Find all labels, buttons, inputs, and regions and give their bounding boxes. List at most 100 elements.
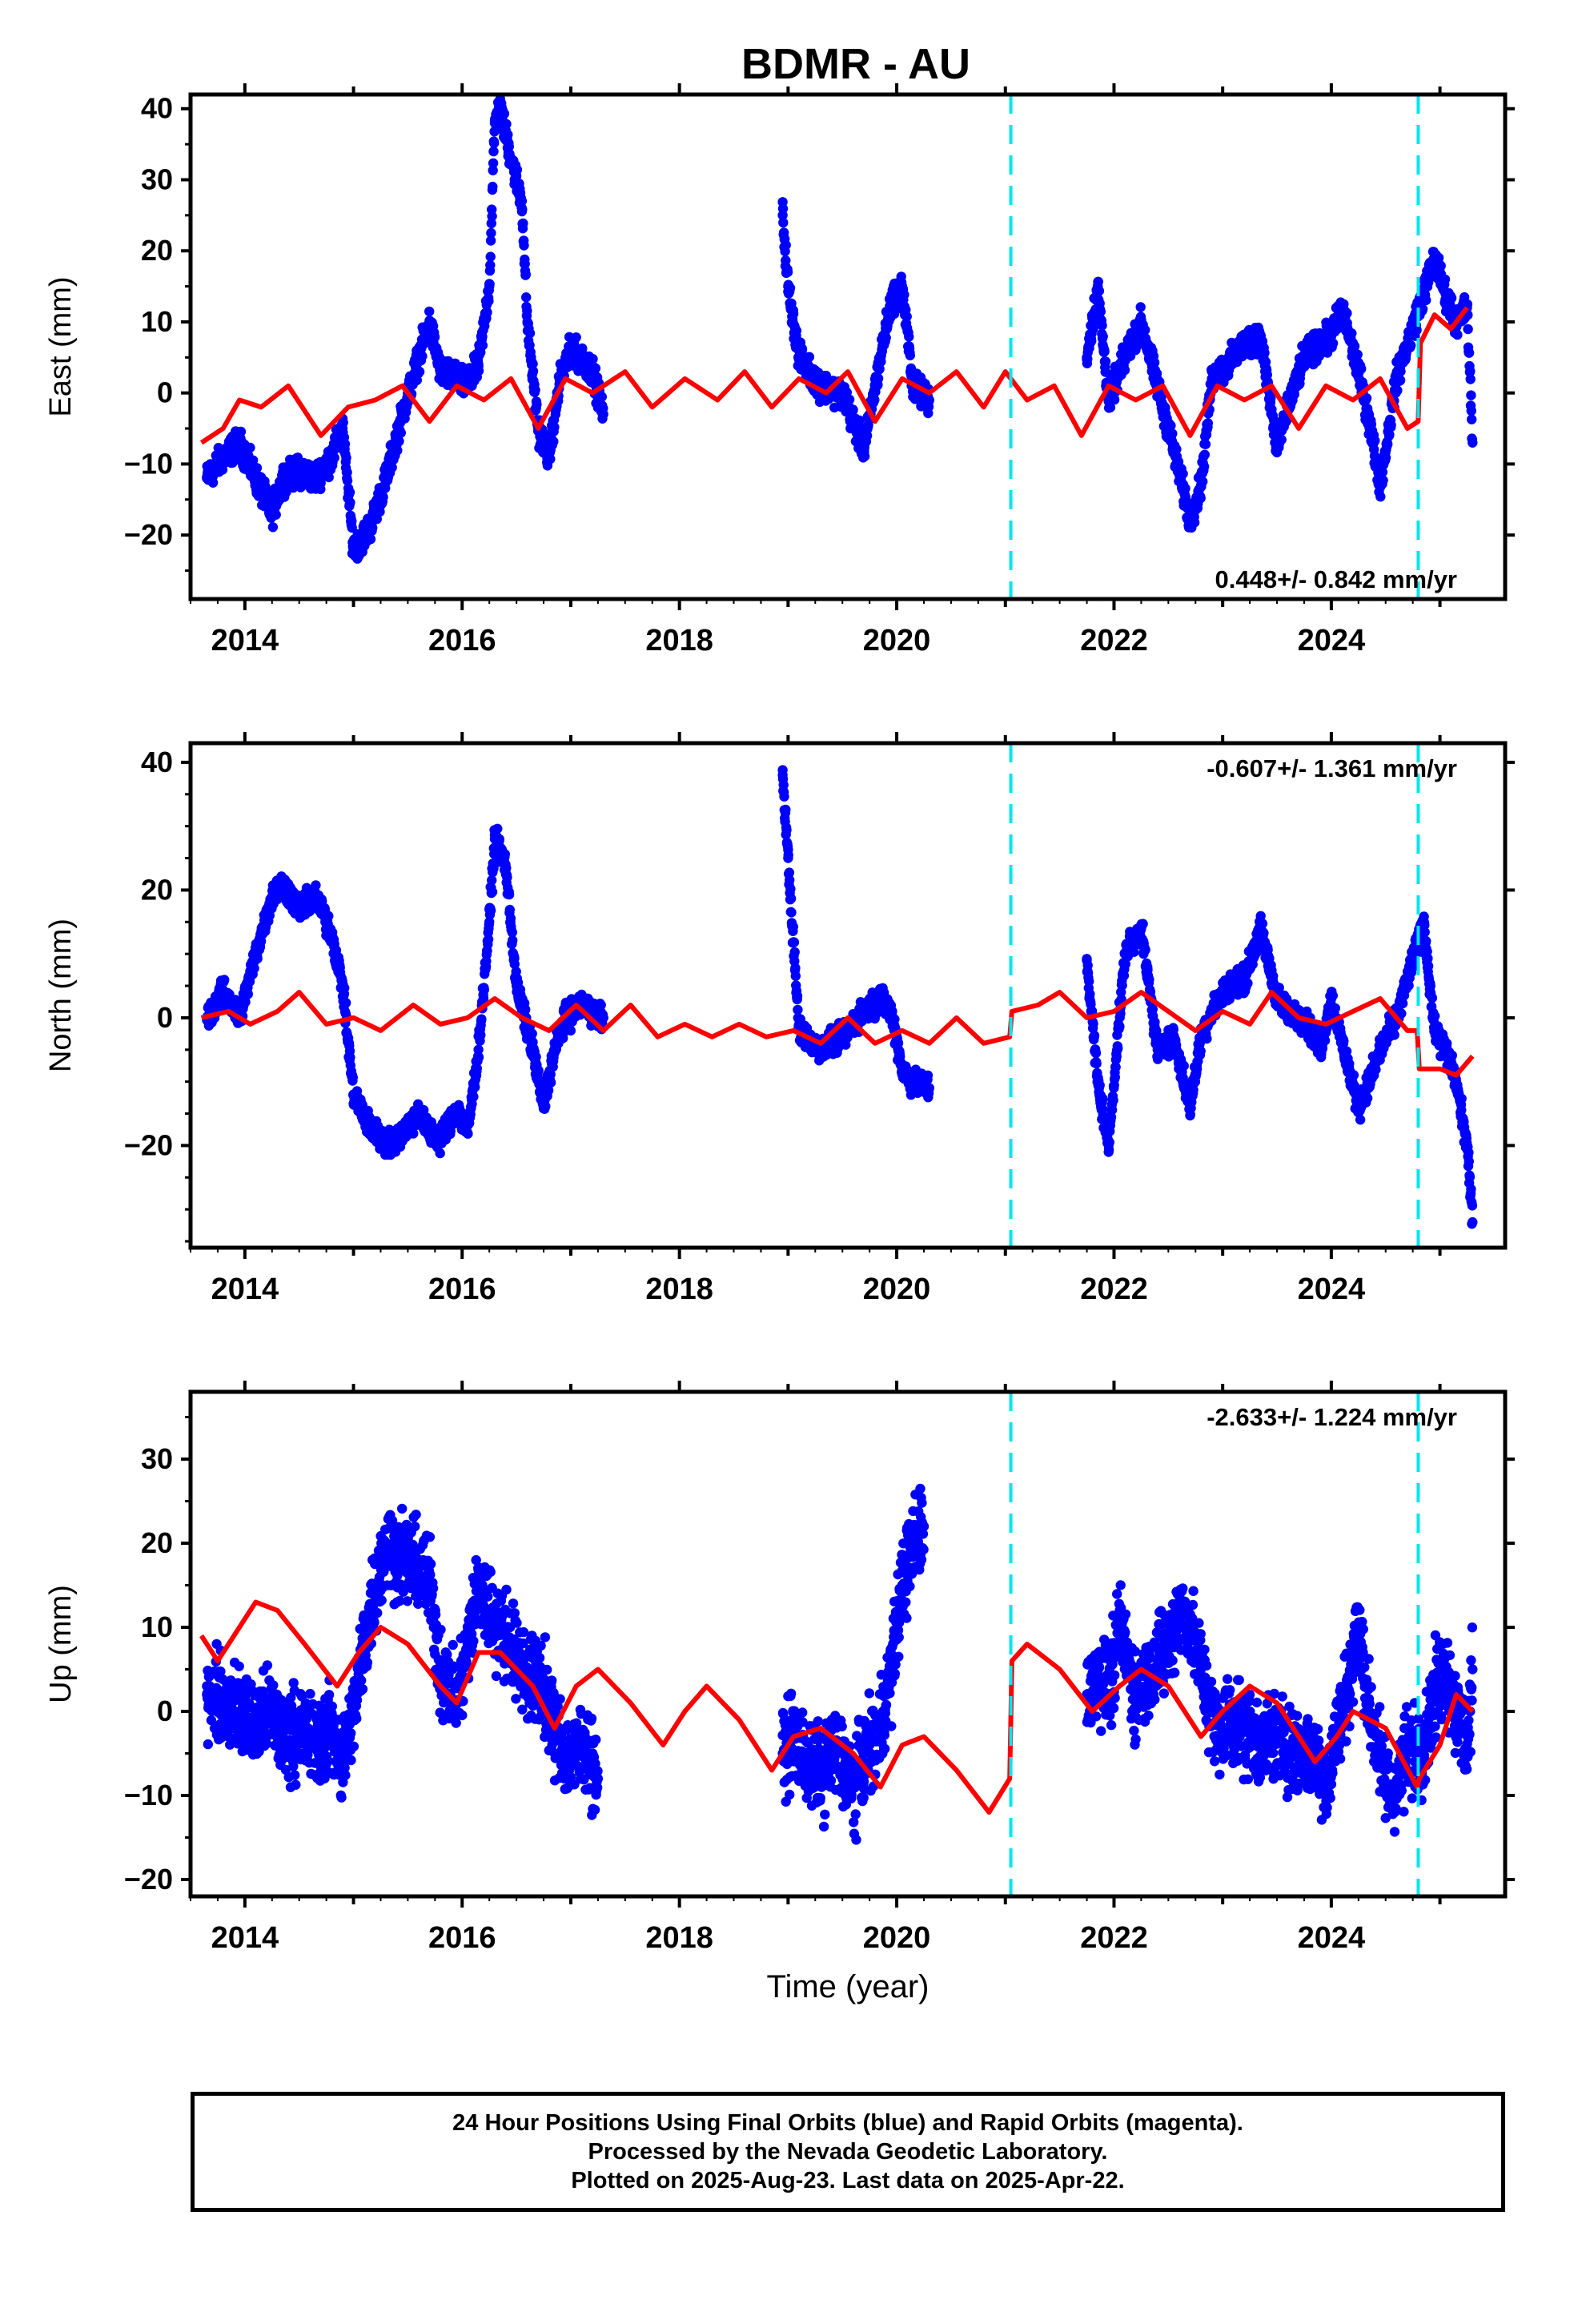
series-final-orbits bbox=[202, 94, 1478, 564]
data-point bbox=[202, 473, 212, 484]
data-point bbox=[778, 779, 789, 790]
data-point bbox=[587, 366, 598, 377]
plot-frame bbox=[188, 92, 1508, 601]
data-point bbox=[365, 534, 376, 545]
data-point bbox=[1119, 352, 1130, 363]
data-point bbox=[1271, 444, 1283, 455]
data-point bbox=[527, 1028, 537, 1039]
data-point bbox=[477, 340, 488, 351]
y-tick-label: 20 bbox=[141, 234, 173, 267]
data-point bbox=[778, 217, 789, 228]
data-point bbox=[435, 366, 446, 377]
data-point bbox=[1178, 468, 1188, 479]
data-point bbox=[378, 492, 388, 502]
data-point bbox=[904, 332, 914, 342]
data-point bbox=[245, 442, 255, 453]
data-point bbox=[522, 305, 532, 316]
data-point bbox=[1239, 338, 1250, 348]
data-point bbox=[788, 308, 799, 319]
data-point bbox=[413, 352, 424, 363]
data-point bbox=[278, 473, 288, 484]
data-point bbox=[924, 395, 935, 405]
data-point bbox=[488, 158, 499, 168]
data-point bbox=[790, 971, 801, 982]
data-point bbox=[327, 452, 337, 462]
data-point bbox=[532, 399, 542, 410]
data-point bbox=[489, 118, 500, 128]
data-point bbox=[488, 146, 499, 157]
data-point bbox=[1199, 449, 1211, 460]
data-point bbox=[897, 281, 908, 292]
data-point bbox=[1195, 493, 1206, 504]
data-point bbox=[249, 963, 259, 974]
data-point bbox=[408, 1128, 419, 1139]
data-point bbox=[545, 1077, 556, 1088]
data-point bbox=[1086, 336, 1097, 346]
data-point bbox=[1375, 492, 1386, 502]
data-point bbox=[804, 352, 815, 362]
data-point bbox=[1395, 366, 1406, 376]
data-point bbox=[1088, 324, 1098, 334]
x-tick-label: 2022 bbox=[1080, 624, 1148, 657]
data-point bbox=[789, 937, 800, 947]
data-point bbox=[905, 350, 916, 360]
data-point bbox=[1361, 393, 1372, 404]
data-point bbox=[1392, 385, 1403, 396]
data-point bbox=[793, 352, 805, 363]
data-point bbox=[588, 354, 598, 364]
data-point bbox=[263, 485, 273, 496]
data-point bbox=[520, 1004, 531, 1015]
rate-label: 0.448+/- 0.842 mm/yr bbox=[1215, 565, 1457, 593]
data-point bbox=[1349, 341, 1360, 352]
data-point bbox=[544, 452, 554, 462]
data-point bbox=[323, 911, 334, 921]
data-point bbox=[875, 352, 885, 363]
data-point bbox=[476, 1014, 487, 1024]
data-point bbox=[1180, 483, 1191, 494]
plot-area bbox=[200, 765, 1478, 1229]
data-point bbox=[886, 296, 897, 306]
data-point bbox=[565, 1025, 576, 1036]
data-point bbox=[381, 473, 391, 484]
data-point bbox=[524, 328, 536, 339]
data-point bbox=[1100, 356, 1111, 367]
data-point bbox=[487, 211, 497, 222]
data-point bbox=[777, 210, 788, 220]
data-point bbox=[781, 825, 792, 835]
data-point bbox=[396, 428, 406, 438]
data-point bbox=[501, 119, 512, 130]
data-point bbox=[489, 138, 500, 148]
data-point bbox=[508, 935, 518, 946]
data-point bbox=[251, 463, 263, 473]
data-point bbox=[781, 239, 791, 251]
data-point bbox=[1135, 302, 1146, 312]
data-point bbox=[1467, 414, 1477, 424]
series-model-fit bbox=[199, 306, 1469, 445]
data-point bbox=[519, 240, 529, 251]
data-point bbox=[1166, 420, 1176, 431]
data-point bbox=[503, 129, 513, 140]
data-point bbox=[504, 141, 514, 152]
data-point bbox=[521, 292, 532, 303]
data-point bbox=[1466, 390, 1476, 400]
data-point bbox=[528, 359, 538, 369]
data-point bbox=[468, 1092, 479, 1102]
data-point bbox=[348, 544, 359, 555]
data-point bbox=[1377, 467, 1388, 477]
data-point bbox=[485, 235, 496, 246]
data-point bbox=[1259, 348, 1270, 358]
data-point bbox=[1266, 393, 1276, 404]
data-point bbox=[1223, 360, 1234, 370]
data-point bbox=[1465, 374, 1476, 384]
data-point bbox=[522, 316, 532, 328]
data-point bbox=[1440, 288, 1451, 299]
data-point bbox=[452, 373, 462, 384]
y-tick-label: 40 bbox=[141, 92, 173, 125]
data-point bbox=[505, 913, 516, 923]
data-point bbox=[1337, 303, 1347, 313]
data-point bbox=[1289, 389, 1299, 400]
data-point bbox=[311, 880, 321, 891]
data-point bbox=[1119, 364, 1130, 376]
